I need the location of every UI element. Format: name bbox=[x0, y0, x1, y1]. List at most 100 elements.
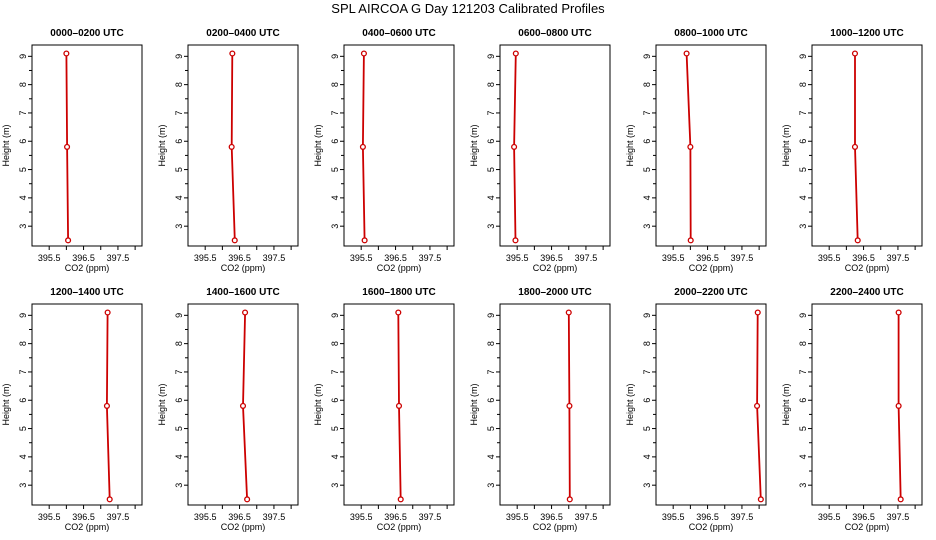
y-tick-label: 7 bbox=[486, 369, 496, 374]
plot-frame bbox=[343, 44, 455, 247]
y-tick-label: 4 bbox=[174, 195, 184, 200]
profile-panel: 1200–1400 UTC 395.5 396.5 397.5 3 4 5 6 7 8 9 CO2 (… bbox=[1, 287, 143, 532]
y-tick-label: 4 bbox=[330, 454, 340, 459]
panel-title: 1400–1600 UTC bbox=[206, 287, 279, 298]
x-tick-label: 397.5 bbox=[263, 253, 286, 263]
y-tick-label: 6 bbox=[642, 398, 652, 403]
panel-title: 0600–0800 UTC bbox=[518, 28, 591, 39]
x-tick-label: 397.5 bbox=[419, 253, 442, 263]
y-tick-label: 8 bbox=[330, 341, 340, 346]
figure-title: SPL AIRCOA G Day 121203 Calibrated Profi… bbox=[331, 1, 605, 16]
data-point bbox=[566, 402, 573, 409]
y-tick-label: 8 bbox=[330, 82, 340, 87]
panel-title: 2000–2200 UTC bbox=[674, 287, 747, 298]
y-tick-label: 7 bbox=[330, 110, 340, 115]
x-tick-label: 396.5 bbox=[852, 253, 875, 263]
data-point bbox=[359, 143, 366, 150]
y-tick-label: 5 bbox=[174, 426, 184, 431]
y-tick-label: 3 bbox=[330, 224, 340, 229]
x-tick-label: 395.5 bbox=[38, 253, 61, 263]
y-tick-label: 9 bbox=[642, 54, 652, 59]
data-point bbox=[229, 50, 236, 57]
plot-frame bbox=[499, 44, 611, 247]
y-tick-label: 8 bbox=[486, 82, 496, 87]
plot-frame bbox=[655, 303, 767, 506]
panel-title: 2200–2400 UTC bbox=[830, 287, 903, 298]
data-point bbox=[361, 237, 368, 244]
x-tick-label: 397.5 bbox=[419, 512, 442, 522]
y-tick-label: 6 bbox=[642, 139, 652, 144]
plot-frame bbox=[343, 303, 455, 506]
y-tick-label: 7 bbox=[18, 369, 28, 374]
y-tick-label: 5 bbox=[330, 426, 340, 431]
data-point bbox=[897, 496, 904, 503]
x-tick-label: 395.5 bbox=[194, 253, 217, 263]
profile-panel: 0400–0600 UTC 395.5 396.5 397.5 3 4 5 6 7 8 9 CO2 (… bbox=[313, 28, 455, 273]
y-tick-label: 7 bbox=[642, 110, 652, 115]
data-point bbox=[757, 496, 764, 503]
x-axis-label: CO2 (ppm) bbox=[377, 522, 422, 532]
panel-title: 1600–1800 UTC bbox=[362, 287, 435, 298]
x-tick-label: 395.5 bbox=[506, 512, 529, 522]
y-axis-label: Height (m) bbox=[157, 124, 167, 166]
x-axis-label: CO2 (ppm) bbox=[689, 522, 734, 532]
x-axis-label: CO2 (ppm) bbox=[533, 522, 578, 532]
y-axis-label: Height (m) bbox=[625, 383, 635, 425]
x-axis-label: CO2 (ppm) bbox=[221, 522, 266, 532]
data-point bbox=[683, 50, 690, 57]
y-tick-label: 7 bbox=[18, 110, 28, 115]
data-point bbox=[395, 402, 403, 409]
panel-title: 1200–1400 UTC bbox=[50, 287, 123, 298]
y-tick-label: 3 bbox=[798, 224, 808, 229]
data-point bbox=[64, 143, 71, 150]
x-tick-label: 397.5 bbox=[263, 512, 286, 522]
y-tick-label: 3 bbox=[330, 483, 340, 488]
x-tick-label: 397.5 bbox=[107, 253, 130, 263]
y-tick-label: 6 bbox=[330, 398, 340, 403]
y-tick-label: 4 bbox=[486, 195, 496, 200]
y-tick-label: 3 bbox=[18, 483, 28, 488]
x-tick-label: 395.5 bbox=[506, 253, 529, 263]
x-tick-label: 395.5 bbox=[38, 512, 61, 522]
y-tick-label: 9 bbox=[330, 313, 340, 318]
x-axis-label: CO2 (ppm) bbox=[689, 263, 734, 273]
data-point bbox=[228, 143, 235, 150]
data-point bbox=[687, 143, 694, 150]
panel-title: 0400–0600 UTC bbox=[362, 28, 435, 39]
x-axis-label: CO2 (ppm) bbox=[377, 263, 422, 273]
y-tick-label: 9 bbox=[174, 54, 184, 59]
panel-title: 1000–1200 UTC bbox=[830, 28, 903, 39]
plot-frame bbox=[811, 303, 923, 506]
y-tick-label: 7 bbox=[174, 369, 184, 374]
x-tick-label: 395.5 bbox=[350, 512, 373, 522]
y-tick-label: 9 bbox=[174, 313, 184, 318]
y-tick-label: 6 bbox=[174, 139, 184, 144]
x-tick-label: 395.5 bbox=[662, 253, 685, 263]
data-point bbox=[360, 50, 367, 57]
plot-frame bbox=[31, 303, 143, 506]
y-tick-label: 3 bbox=[486, 483, 496, 488]
y-axis-label: Height (m) bbox=[469, 124, 479, 166]
y-tick-label: 8 bbox=[174, 82, 184, 87]
data-point bbox=[512, 50, 519, 57]
y-tick-label: 3 bbox=[486, 224, 496, 229]
y-tick-label: 6 bbox=[18, 139, 28, 144]
profile-panel: 1600–1800 UTC 395.5 396.5 397.5 3 4 5 6 7 8 9 CO2 (… bbox=[313, 287, 455, 532]
y-tick-label: 4 bbox=[174, 454, 184, 459]
data-point bbox=[754, 402, 761, 409]
y-tick-label: 4 bbox=[18, 195, 28, 200]
y-tick-label: 9 bbox=[486, 54, 496, 59]
y-tick-label: 9 bbox=[642, 313, 652, 318]
x-tick-label: 397.5 bbox=[887, 253, 910, 263]
y-tick-label: 7 bbox=[798, 369, 808, 374]
x-tick-label: 395.5 bbox=[662, 512, 685, 522]
y-tick-label: 5 bbox=[18, 426, 28, 431]
y-tick-label: 8 bbox=[642, 341, 652, 346]
y-tick-label: 6 bbox=[18, 398, 28, 403]
data-point bbox=[244, 496, 251, 503]
profile-panel: 0800–1000 UTC 395.5 396.5 397.5 3 4 5 6 7 8 9 CO2 (… bbox=[625, 28, 767, 273]
y-tick-label: 7 bbox=[330, 369, 340, 374]
y-axis-label: Height (m) bbox=[157, 383, 167, 425]
x-tick-label: 395.5 bbox=[194, 512, 217, 522]
data-point bbox=[106, 496, 113, 503]
